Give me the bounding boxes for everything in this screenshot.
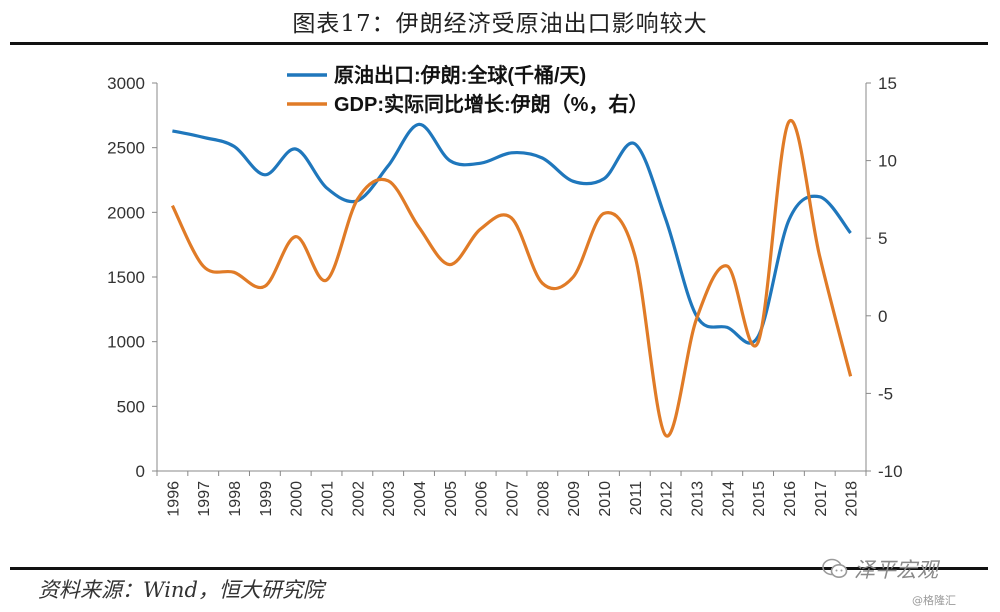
y-tick-label-left: 500 xyxy=(117,397,145,416)
x-tick-label: 1997 xyxy=(196,481,213,517)
x-tick-label: 2004 xyxy=(412,481,429,517)
y-tick-label-left: 2000 xyxy=(107,203,145,222)
x-tick-label: 2005 xyxy=(443,481,460,517)
legend-label-oil: 原油出口:伊朗:全球(千桶/天) xyxy=(334,63,586,87)
series-line-oil-exports xyxy=(172,122,852,345)
chart: 0 500 1000 1500 2000 2500 3000 -10 -5 0 5 10 15 1996 1… xyxy=(107,63,902,517)
chart-axes: 0 500 1000 1500 2000 2500 3000 -10 -5 0 5 10 15 1996 1… xyxy=(107,74,902,517)
bottom-divider xyxy=(10,567,988,570)
x-tick-label: 2008 xyxy=(535,481,552,517)
x-tick-label: 1999 xyxy=(258,481,275,517)
x-tick-label: 2013 xyxy=(689,481,706,517)
brand-watermark: 泽平宏观 xyxy=(822,554,938,584)
brand-name: 泽平宏观 xyxy=(854,558,938,582)
x-tick-label: 2014 xyxy=(720,481,737,517)
x-tick-label: 2003 xyxy=(381,481,398,517)
x-tick-label: 2016 xyxy=(782,481,799,517)
x-tick-label: 2002 xyxy=(350,481,367,517)
x-tick-label: 2001 xyxy=(320,481,337,517)
y-tick-label-right: -5 xyxy=(878,384,893,403)
x-tick-label: 2007 xyxy=(505,481,522,517)
y-tick-label-left: 1500 xyxy=(107,268,145,287)
page-title: 图表17：伊朗经济受原油出口影响较大 xyxy=(292,11,708,37)
legend-label-gdp: GDP:实际同比增长:伊朗（%，右） xyxy=(334,92,648,116)
x-tick-label: 2012 xyxy=(659,481,676,517)
x-tick-label: 2000 xyxy=(289,481,306,517)
y-tick-label-right: 10 xyxy=(878,152,897,171)
y-tick-label-right: 0 xyxy=(878,307,887,326)
chart-series xyxy=(170,118,853,438)
x-tick-label: 2010 xyxy=(597,481,614,517)
y-tick-label-right: 5 xyxy=(878,229,887,248)
x-tick-label: 2018 xyxy=(844,481,861,517)
x-tick-label: 2015 xyxy=(751,481,768,517)
x-tick-label: 2017 xyxy=(813,481,830,517)
y-tick-label-left: 3000 xyxy=(107,74,145,93)
top-divider xyxy=(10,42,988,45)
chart-legend: 原油出口:伊朗:全球(千桶/天) GDP:实际同比增长:伊朗（%，右） xyxy=(287,63,648,116)
y-tick-label-right: 15 xyxy=(878,74,897,93)
x-tick-label: 2009 xyxy=(566,481,583,517)
x-tick-label: 1996 xyxy=(165,481,182,517)
y-tick-label-right: -10 xyxy=(878,462,903,481)
y-tick-label-left: 2500 xyxy=(107,139,145,158)
y-tick-label-left: 0 xyxy=(136,462,145,481)
series-line-gdp-growth xyxy=(170,118,853,438)
y-tick-label-left: 1000 xyxy=(107,333,145,352)
x-tick-label: 1998 xyxy=(227,481,244,517)
credit-text: @格隆汇 xyxy=(912,594,956,607)
x-tick-label: 2006 xyxy=(474,481,491,517)
wechat-bubble-icon xyxy=(822,558,848,578)
x-tick-label: 2011 xyxy=(628,481,645,516)
source-note: 资料来源：Wind，恒大研究院 xyxy=(38,578,324,602)
